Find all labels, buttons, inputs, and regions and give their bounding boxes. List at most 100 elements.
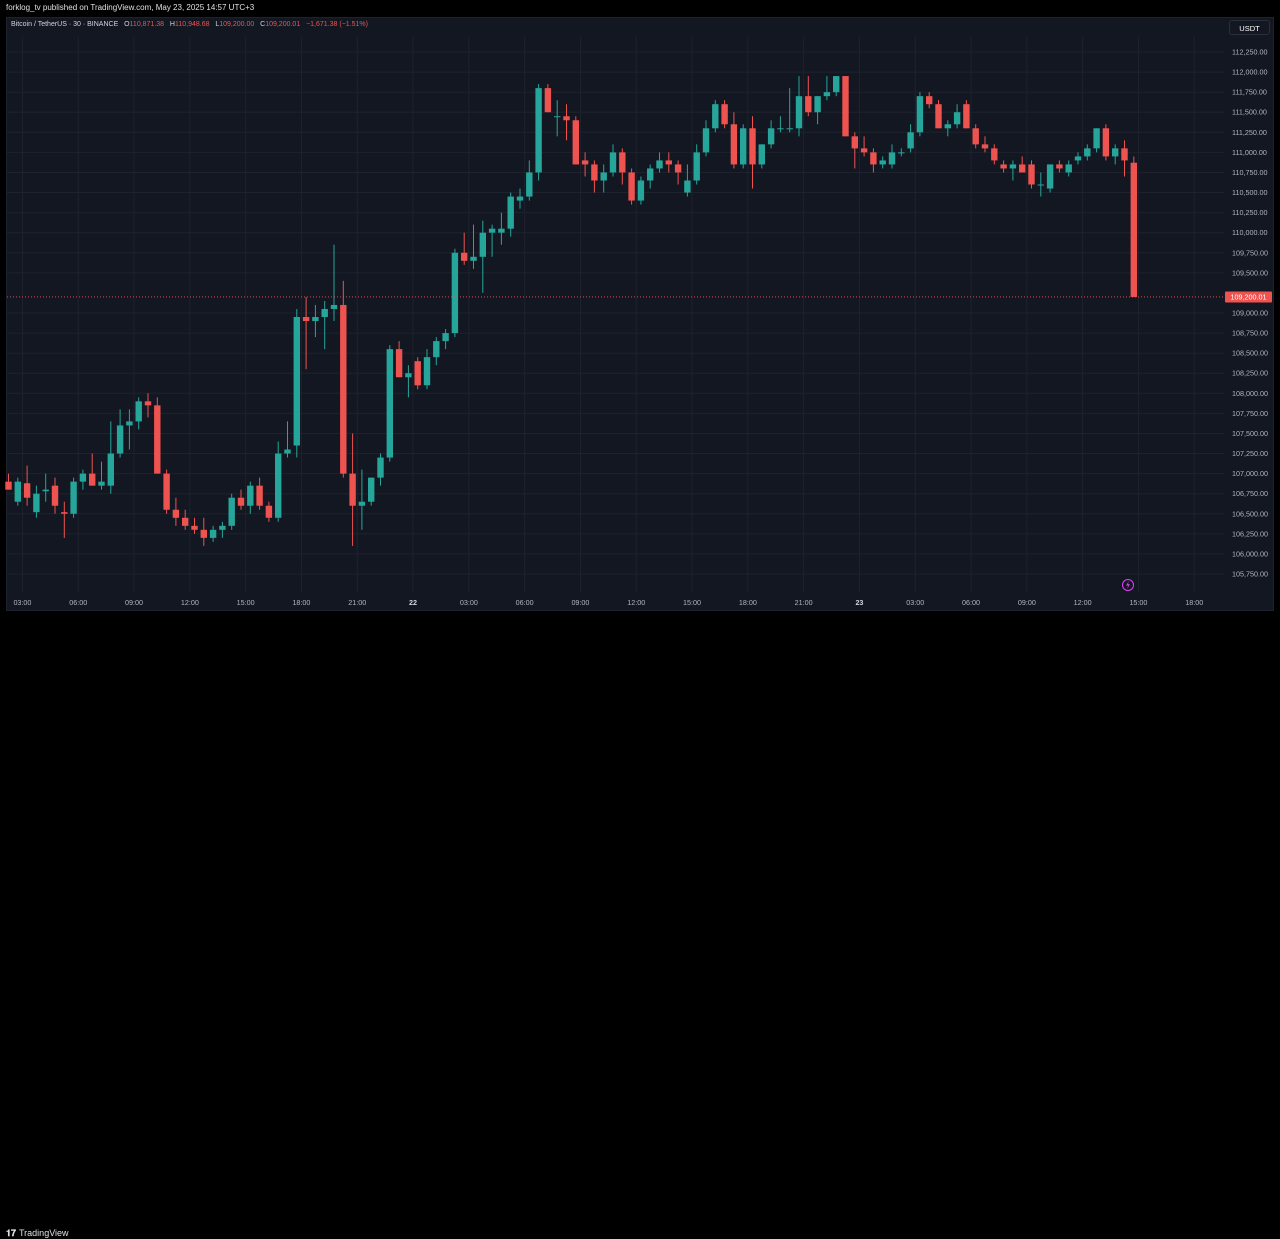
- candle-body-down: [981, 144, 989, 149]
- candle-body-up: [833, 76, 840, 93]
- candle-body-up: [1046, 164, 1054, 189]
- y-tick-label: 111,750.00: [1232, 88, 1267, 97]
- candle-body-up: [330, 304, 338, 309]
- x-tick-label: 12:00: [627, 598, 645, 607]
- candle-body-down: [89, 473, 96, 486]
- candle-body-down: [619, 152, 626, 173]
- candle-body-up: [1084, 148, 1091, 157]
- candle-body-up: [377, 457, 384, 478]
- candle-body-up: [516, 196, 524, 201]
- candle-body-down: [414, 361, 421, 386]
- candle-body-up: [1093, 128, 1100, 149]
- candle-body-down: [395, 349, 403, 378]
- x-tick-label: 23: [855, 598, 863, 607]
- candle-body-up: [554, 116, 561, 118]
- y-tick-label: 109,750.00: [1232, 248, 1268, 257]
- candle-body-up: [795, 96, 803, 129]
- candle-body-up: [405, 373, 412, 378]
- candle-body-up: [433, 341, 440, 358]
- candle-body-up: [702, 128, 710, 153]
- candle-body-up: [135, 401, 142, 422]
- candle-body-down: [1028, 164, 1035, 185]
- candle-body-up: [1112, 148, 1119, 157]
- candle-body-down: [991, 148, 998, 161]
- candle-body-down: [349, 473, 356, 506]
- y-tick-label: 105,750.00: [1232, 570, 1268, 579]
- candle-body-down: [1121, 148, 1128, 161]
- currency-unit-button[interactable]: USDT: [1229, 20, 1270, 35]
- time-axis: 03:00 06:00 09:00 12:00 15:00 18:00 21:00 22 03:…: [13, 598, 1203, 607]
- candle-body-up: [386, 349, 393, 458]
- candle-body-down: [972, 128, 979, 145]
- x-tick-label: 18:00: [292, 598, 310, 607]
- x-tick-label: 22: [409, 598, 417, 607]
- tradingview-logo-icon: 𝟏𝟕: [6, 1228, 17, 1238]
- x-tick-label: 03:00: [460, 598, 478, 607]
- candle-body-down: [842, 76, 849, 137]
- open-value: 110,871.38: [129, 21, 165, 28]
- candle-body-up: [684, 180, 691, 193]
- candle-body-up: [442, 333, 449, 342]
- candle-wicks: [8, 76, 1135, 546]
- chart-panel[interactable]: [6, 17, 1274, 611]
- candlestick-chart[interactable]: 112,250.00 112,000.00 111,750.00 111,500.00…: [0, 0, 1280, 633]
- candle-body-down: [628, 172, 635, 201]
- chart-grid: [7, 37, 1224, 592]
- candle-body-up: [693, 152, 700, 181]
- candle-body-down: [935, 104, 942, 129]
- candle-body-up: [126, 421, 133, 426]
- tradingview-logo[interactable]: 𝟏𝟕 TradingView: [6, 1228, 69, 1239]
- y-tick-label: 110,250.00: [1232, 208, 1267, 217]
- candle-body-down: [730, 124, 738, 165]
- last-price-badge: [1225, 291, 1272, 303]
- candle-body-down: [851, 136, 858, 149]
- y-tick-label: 108,750.00: [1232, 329, 1268, 338]
- candle-body-up: [637, 180, 645, 201]
- symbol-name[interactable]: Bitcoin / TetherUS · 30 · BINANCE: [11, 21, 119, 28]
- candle-body-up: [535, 88, 542, 173]
- x-tick-label: 18:00: [739, 598, 757, 607]
- candle-body-down: [665, 160, 672, 165]
- candle-body-down: [154, 405, 161, 474]
- x-tick-label: 21:00: [348, 598, 366, 607]
- last-price-label: 109,200.01: [1231, 292, 1267, 301]
- price-axis: 112,250.00 112,000.00 111,750.00 111,500.00…: [1232, 48, 1268, 579]
- symbol-legend: Bitcoin / TetherUS · 30 · BINANCE O110,8…: [11, 21, 368, 28]
- candle-body-down: [749, 128, 756, 165]
- candle-body-up: [767, 128, 775, 145]
- candle-body-down: [237, 497, 245, 506]
- candle-body-down: [144, 401, 152, 406]
- candle-body-up: [33, 493, 40, 513]
- x-tick-label: 03:00: [13, 598, 31, 607]
- x-tick-label: 06:00: [69, 598, 87, 607]
- candle-body-up: [888, 152, 896, 165]
- close-key: C: [260, 21, 266, 28]
- candle-body-up: [647, 168, 654, 181]
- candle-body-up: [209, 529, 217, 538]
- candle-body-down: [51, 485, 59, 506]
- candle-body-down: [1019, 164, 1026, 173]
- candle-body-down: [926, 96, 933, 105]
- alert-icon-ring: [1122, 579, 1134, 591]
- candle-body-up: [14, 481, 21, 502]
- y-tick-label: 112,000.00: [1232, 68, 1267, 77]
- candle-body-up: [470, 256, 477, 261]
- candle-body-up: [879, 160, 886, 165]
- candle-body-up: [312, 317, 319, 322]
- candle-body-up: [79, 473, 87, 482]
- candle-body-up: [1037, 184, 1044, 186]
- candle-body-down: [544, 88, 552, 113]
- lightning-alert-icon[interactable]: [1122, 579, 1134, 591]
- chart-overlays: 109,200.01: [7, 291, 1272, 591]
- candle-body-down: [461, 252, 468, 261]
- y-tick-label: 111,250.00: [1232, 128, 1267, 137]
- candle-body-up: [600, 172, 607, 181]
- y-tick-label: 108,250.00: [1232, 369, 1268, 378]
- candle-body-down: [581, 160, 589, 165]
- candle-body-up: [507, 196, 514, 229]
- published-text: forklog_tv published on TradingView.com,…: [6, 3, 255, 12]
- y-tick-label: 107,250.00: [1232, 449, 1268, 458]
- y-tick-label: 109,000.00: [1232, 309, 1268, 318]
- candle-body-up: [1074, 156, 1082, 161]
